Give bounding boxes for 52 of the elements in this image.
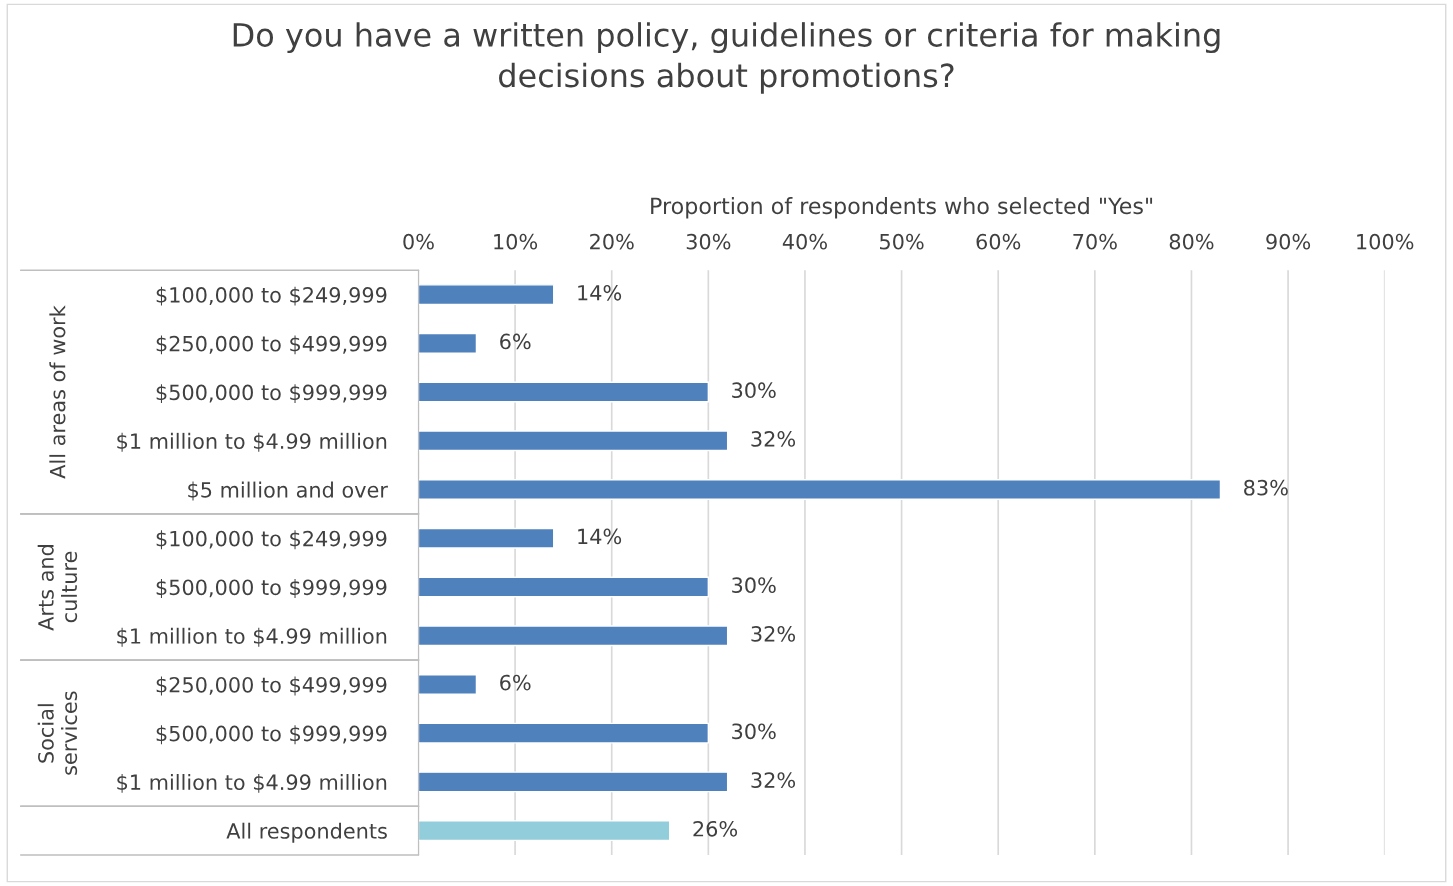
y-tick-label: $100,000 to $249,999 xyxy=(156,286,387,306)
x-axis-title: Proportion of respondents who selected "Yes" xyxy=(651,197,1153,219)
bar xyxy=(418,284,555,306)
data-label: 6% xyxy=(500,674,531,691)
bar xyxy=(418,820,671,842)
y-tick-label: $1 million to $4.99 million xyxy=(117,432,387,452)
x-tick-label: 70% xyxy=(1073,233,1117,250)
data-label: 26% xyxy=(693,820,738,837)
data-label: 6% xyxy=(500,333,531,350)
text: Social services xyxy=(37,691,78,775)
bar xyxy=(418,430,729,452)
data-label: 83% xyxy=(1244,479,1288,496)
data-label: 14% xyxy=(578,284,622,301)
data-label: 30% xyxy=(732,382,776,399)
bar xyxy=(418,771,729,793)
x-tick-label: 60% xyxy=(976,233,1021,250)
bar xyxy=(418,722,710,744)
data-label: 30% xyxy=(732,723,776,740)
bar xyxy=(418,673,478,695)
y-tick-label: $1 million to $4.99 million xyxy=(117,627,387,647)
y-tick-label: $250,000 to $499,999 xyxy=(156,335,387,355)
y-tick-label: $1 million to $4.99 million xyxy=(117,773,387,793)
x-tick-label: 30% xyxy=(686,233,731,250)
y-tick-label: $500,000 to $999,999 xyxy=(156,384,387,404)
y-tick-label: All respondents xyxy=(226,822,387,843)
data-label: 32% xyxy=(751,772,796,788)
x-tick-label: 40% xyxy=(782,233,827,250)
x-tick-label: 90% xyxy=(1266,233,1311,250)
x-tick-label: 20% xyxy=(590,233,634,250)
x-tick-label: 100% xyxy=(1357,233,1414,250)
bar xyxy=(418,479,1222,500)
y-tick-label: $5 million and over xyxy=(188,481,388,501)
data-label: 30% xyxy=(732,577,776,594)
text: All areas of work xyxy=(49,305,66,479)
bar xyxy=(418,576,710,598)
x-tick-label: 80% xyxy=(1169,233,1214,250)
bar xyxy=(418,527,555,549)
data-label: 32% xyxy=(751,625,796,642)
bar xyxy=(418,381,710,403)
x-tick-label: 0% xyxy=(403,233,434,250)
x-tick-label: 10% xyxy=(494,233,538,250)
data-label: 14% xyxy=(578,528,622,545)
data-label: 32% xyxy=(751,431,796,447)
y-tick-label: $250,000 to $499,999 xyxy=(156,676,387,696)
y-tick-label: $100,000 to $249,999 xyxy=(156,530,387,550)
bar xyxy=(418,625,729,647)
text: Arts and culture xyxy=(37,545,78,631)
chart-title: Do you have a written policy, guidelines or criteria for making decisions about promotions? xyxy=(233,22,1220,94)
y-tick-label: $500,000 to $999,999 xyxy=(156,579,387,598)
bar xyxy=(418,332,478,354)
y-tick-label: $500,000 to $999,999 xyxy=(156,725,387,745)
x-tick-label: 50% xyxy=(880,233,924,250)
